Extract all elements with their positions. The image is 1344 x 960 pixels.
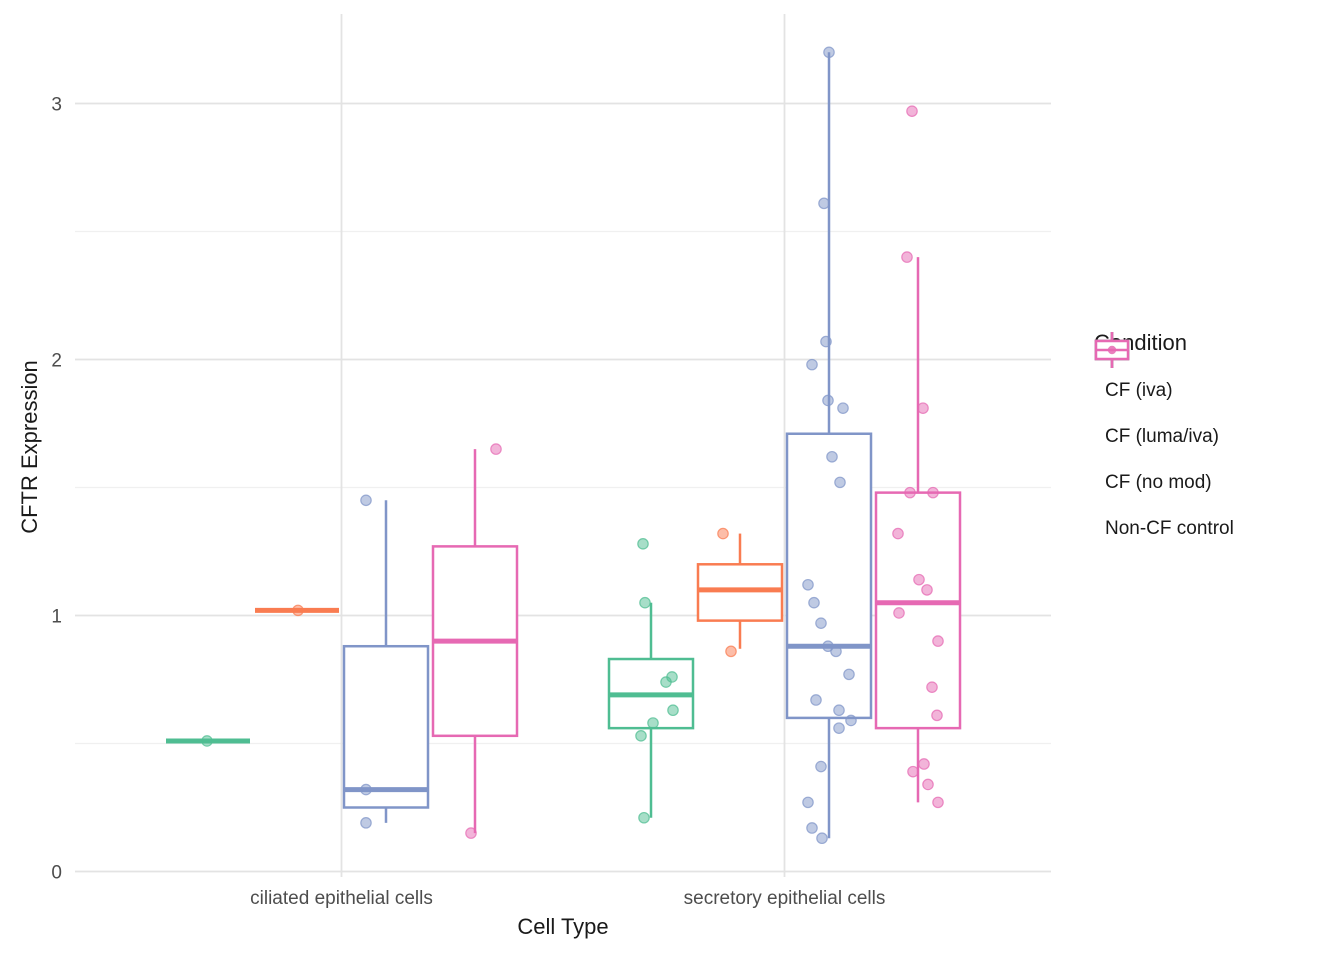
jitter-point bbox=[647, 717, 659, 729]
box bbox=[342, 644, 430, 809]
jitter-point bbox=[932, 796, 944, 809]
y-tick-label: 1 bbox=[51, 607, 62, 628]
jitter-point bbox=[818, 197, 830, 210]
jitter-point bbox=[808, 596, 820, 609]
box bbox=[696, 563, 784, 622]
jitter-point bbox=[360, 783, 372, 796]
jitter-point bbox=[823, 46, 835, 59]
key-point bbox=[1107, 345, 1117, 355]
axis-tick-labels: 0 1 2 3 ciliated epithelial cells secretory e… bbox=[51, 95, 885, 910]
jitter-point bbox=[926, 681, 938, 693]
y-tick-label: 2 bbox=[51, 351, 62, 372]
jitter-point bbox=[815, 760, 827, 773]
jitter-point bbox=[810, 694, 822, 706]
jitter-point bbox=[907, 765, 919, 778]
boxplot-ciliated-epithelial-cells-non-cf-control bbox=[431, 449, 519, 834]
jitter-point bbox=[465, 827, 477, 839]
y-axis-title: CFTR Expression bbox=[17, 360, 42, 534]
jitter-point bbox=[660, 676, 672, 688]
legend-item-label: CF (iva) bbox=[1105, 380, 1173, 401]
jitter-point bbox=[802, 578, 814, 591]
jitter-point bbox=[893, 607, 905, 619]
jitter-point bbox=[635, 730, 647, 742]
x-tick-label: secretory epithelial cells bbox=[684, 888, 886, 909]
y-tick-label: 3 bbox=[51, 95, 62, 116]
legend-item-label: CF (luma/iva) bbox=[1105, 426, 1220, 447]
jitter-point bbox=[292, 604, 304, 617]
legend: Condition CF (iva) CF (luma/iva) CF (no mo… bbox=[1092, 330, 1342, 552]
jitter-point bbox=[820, 335, 832, 348]
gridlines bbox=[75, 14, 1051, 877]
legend-item-cf-iva: CF (iva) bbox=[1092, 332, 1342, 414]
jitter-point bbox=[834, 476, 846, 489]
jitter-point bbox=[921, 584, 933, 596]
jitter-point bbox=[901, 251, 913, 263]
jitter-point bbox=[931, 709, 943, 722]
box bbox=[874, 491, 962, 730]
legend-item-cf-luma-iva: CF (luma/iva) bbox=[1092, 332, 1342, 460]
jitter-point bbox=[806, 358, 818, 371]
jitter-point bbox=[843, 668, 855, 681]
jitter-point bbox=[826, 450, 838, 463]
jitter-point bbox=[725, 645, 737, 658]
boxplot-secretory-epithelial-cells-cf-luma-iva bbox=[696, 533, 784, 649]
jitter-point bbox=[845, 714, 857, 727]
boxplot-secretory-epithelial-cells-cf-no-mod bbox=[785, 52, 873, 839]
jitter-point bbox=[917, 402, 929, 414]
x-tick-label: ciliated epithelial cells bbox=[250, 888, 433, 909]
legend-item-label: CF (no mod) bbox=[1105, 472, 1212, 493]
legend-item-non-cf-control: Non-CF control bbox=[1092, 332, 1342, 552]
jitter-point bbox=[201, 735, 213, 747]
jitter-point bbox=[833, 704, 845, 717]
box bbox=[785, 432, 873, 720]
boxplot-ciliated-epithelial-cells-cf-no-mod bbox=[342, 500, 430, 823]
jitter-point bbox=[806, 822, 818, 834]
jitter-point bbox=[639, 596, 651, 609]
jitter-point bbox=[802, 796, 814, 809]
jitter-point bbox=[904, 486, 916, 499]
y-tick-label: 0 bbox=[51, 863, 62, 884]
jitter-point bbox=[927, 486, 939, 499]
jitter-point bbox=[822, 640, 834, 653]
jitter-point bbox=[932, 635, 944, 647]
jitter-point bbox=[637, 538, 649, 550]
x-axis-title: Cell Type bbox=[517, 914, 609, 939]
boxplot-secretory-epithelial-cells-non-cf-control bbox=[874, 257, 962, 803]
jitter-point bbox=[913, 573, 925, 586]
jitter-point bbox=[892, 527, 904, 540]
jitter-point bbox=[830, 645, 842, 658]
jitter-point bbox=[490, 443, 502, 455]
jitter-point bbox=[816, 832, 828, 845]
jitter-point bbox=[822, 394, 834, 407]
jitter-point bbox=[638, 811, 650, 824]
legend-item-cf-no-mod: CF (no mod) bbox=[1092, 332, 1342, 506]
jitter-point bbox=[922, 778, 934, 791]
jitter-point bbox=[833, 722, 845, 734]
boxplot-secretory-epithelial-cells-cf-iva bbox=[607, 602, 695, 818]
legend-item-label: Non-CF control bbox=[1105, 518, 1234, 539]
jitter-point bbox=[918, 758, 930, 770]
legend-items: CF (iva) CF (luma/iva) CF (no mod) Non-CF c… bbox=[1092, 332, 1342, 552]
jitter-points bbox=[201, 46, 944, 845]
jitter-point bbox=[360, 494, 372, 507]
jitter-point bbox=[667, 704, 679, 717]
jitter-point bbox=[717, 527, 729, 540]
boxplot-key-icon bbox=[1094, 332, 1130, 368]
jitter-point bbox=[360, 817, 372, 829]
jitter-point bbox=[906, 105, 918, 117]
jitter-point bbox=[837, 402, 849, 414]
boxplots bbox=[166, 52, 962, 839]
jitter-point bbox=[815, 617, 827, 629]
